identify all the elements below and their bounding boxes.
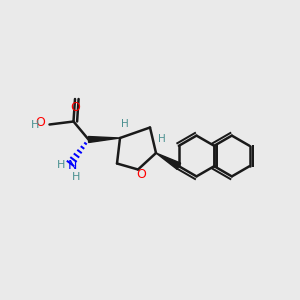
Polygon shape bbox=[88, 136, 120, 142]
Text: O: O bbox=[35, 116, 45, 130]
Text: O: O bbox=[136, 168, 146, 182]
Text: O: O bbox=[70, 101, 80, 114]
Text: H: H bbox=[57, 160, 65, 170]
Text: N: N bbox=[67, 159, 77, 172]
Polygon shape bbox=[156, 153, 181, 169]
Text: H: H bbox=[158, 134, 165, 145]
Text: H: H bbox=[72, 172, 81, 182]
Text: H: H bbox=[121, 119, 128, 130]
Text: H: H bbox=[31, 119, 39, 130]
